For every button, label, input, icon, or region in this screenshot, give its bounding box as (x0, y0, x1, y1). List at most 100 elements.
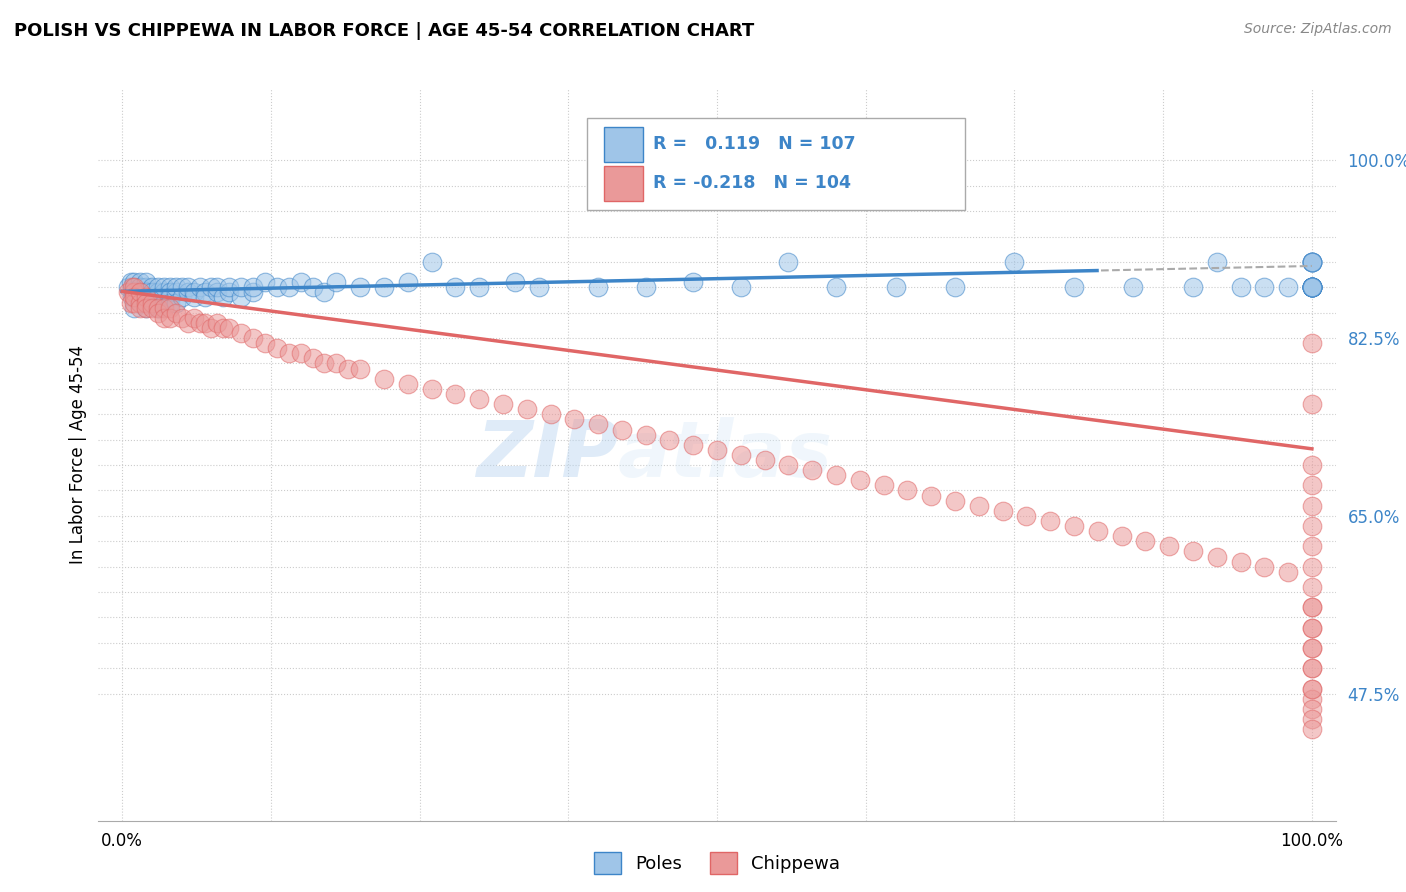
Point (135, 301, 157, 315)
Point (141, 301, 163, 315)
Point (1301, 255, 1323, 269)
Text: ZIP: ZIP (475, 417, 619, 493)
Point (943, 493, 966, 508)
Point (1301, 519, 1323, 533)
Point (420, 382, 443, 396)
Point (825, 280, 848, 294)
Point (1301, 280, 1323, 294)
Point (1301, 280, 1323, 294)
Point (159, 301, 181, 315)
Point (194, 285, 217, 300)
Point (1301, 712, 1323, 726)
Point (135, 295, 157, 310)
Point (586, 417, 609, 432)
Point (129, 295, 152, 310)
Point (141, 290, 163, 304)
Point (503, 275, 526, 289)
Point (141, 285, 163, 300)
Point (730, 280, 752, 294)
Point (1122, 280, 1144, 294)
Point (1301, 691, 1323, 706)
Point (231, 290, 253, 304)
Point (146, 280, 169, 294)
Point (290, 275, 312, 289)
Point (135, 290, 157, 304)
Point (468, 280, 491, 294)
Point (165, 295, 187, 310)
Point (188, 280, 211, 294)
Point (1301, 255, 1323, 269)
Point (314, 285, 336, 300)
Point (207, 280, 229, 294)
Point (146, 301, 169, 315)
Point (1301, 280, 1323, 294)
Point (121, 290, 143, 304)
Point (165, 280, 187, 294)
Point (135, 290, 157, 304)
Point (1301, 280, 1323, 294)
Point (1181, 280, 1204, 294)
Point (1063, 280, 1085, 294)
Point (141, 280, 163, 294)
Point (801, 463, 824, 477)
Point (242, 285, 264, 300)
Point (1301, 255, 1323, 269)
FancyBboxPatch shape (588, 119, 965, 210)
Point (1301, 336, 1323, 351)
Point (1301, 580, 1323, 594)
Point (301, 280, 323, 294)
Point (943, 280, 966, 294)
Point (170, 280, 193, 294)
Point (141, 295, 163, 310)
Point (1004, 255, 1026, 269)
Point (120, 295, 142, 310)
Point (159, 310, 181, 325)
Point (634, 280, 657, 294)
Point (135, 280, 157, 294)
Point (492, 397, 515, 411)
Point (129, 301, 152, 315)
Point (231, 326, 253, 340)
Point (129, 280, 152, 294)
Point (1205, 549, 1227, 564)
Point (849, 473, 872, 487)
Point (183, 290, 205, 304)
Point (135, 301, 157, 315)
Point (778, 255, 800, 269)
Point (212, 321, 235, 335)
Point (1301, 723, 1323, 737)
Text: R = -0.218   N = 104: R = -0.218 N = 104 (652, 174, 851, 192)
Point (1301, 280, 1323, 294)
Point (1301, 600, 1323, 615)
Point (277, 346, 299, 360)
Point (218, 285, 240, 300)
Point (1039, 514, 1062, 528)
FancyBboxPatch shape (605, 166, 643, 201)
Point (301, 351, 323, 366)
Point (290, 346, 312, 360)
Legend: Poles, Chippewa: Poles, Chippewa (586, 845, 848, 881)
Point (200, 321, 222, 335)
Point (1205, 255, 1227, 269)
Point (129, 280, 152, 294)
Point (825, 468, 848, 483)
Point (194, 290, 217, 304)
Point (468, 392, 491, 406)
Point (266, 341, 288, 355)
Point (1301, 458, 1323, 472)
Point (1253, 280, 1275, 294)
Point (135, 285, 157, 300)
Point (165, 285, 187, 300)
Y-axis label: In Labor Force | Age 45-54: In Labor Force | Age 45-54 (69, 345, 87, 565)
Point (122, 275, 145, 289)
Point (122, 285, 145, 300)
Point (253, 275, 276, 289)
Point (200, 280, 222, 294)
Point (253, 336, 276, 351)
Text: R =   0.119   N = 107: R = 0.119 N = 107 (652, 135, 855, 153)
Point (176, 285, 198, 300)
Point (129, 290, 152, 304)
Point (1301, 559, 1323, 574)
Point (920, 489, 942, 503)
Point (325, 357, 347, 371)
